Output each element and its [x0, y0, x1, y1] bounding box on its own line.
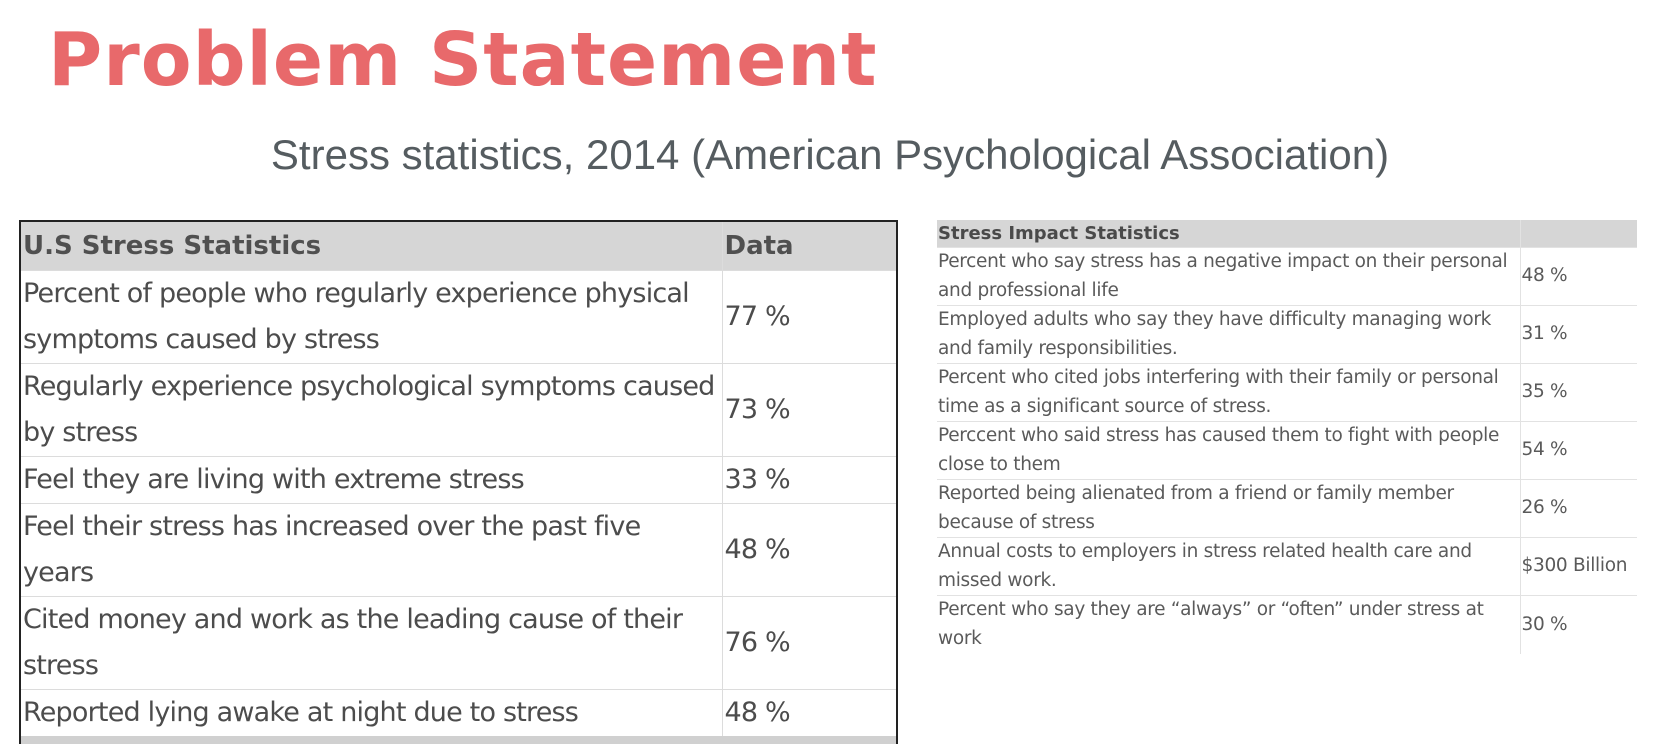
row-label: Percent who say they are “always” or “of…	[937, 595, 1520, 654]
table-row: Percent who cited jobs interfering with …	[937, 363, 1637, 422]
row-value: 48 %	[1519, 247, 1637, 306]
table-row: Perccent who said stress has caused them…	[937, 421, 1637, 480]
row-label: Percent who cited jobs interfering with …	[937, 363, 1520, 422]
row-label: Feel their stress has increased over the…	[20, 503, 722, 597]
row-value: 77 %	[721, 270, 897, 364]
row-value: 35 %	[1519, 363, 1637, 422]
table-row: Reported being alienated from a friend o…	[937, 479, 1637, 538]
row-value: 76 %	[721, 596, 897, 690]
row-value: 31 %	[1519, 305, 1637, 364]
table-row: Reported lying awake at night due to str…	[20, 689, 897, 736]
table-footer-bar	[20, 736, 897, 744]
table-row: Annual costs to employers in stress rela…	[937, 537, 1637, 596]
row-value: $300 Billion	[1519, 537, 1637, 596]
table-row: Percent who say they are “always” or “of…	[937, 595, 1637, 654]
row-value: 54 %	[1519, 421, 1637, 480]
row-label: Annual costs to employers in stress rela…	[937, 537, 1520, 596]
row-value: 30 %	[1519, 595, 1637, 654]
table-row: Cited money and work as the leading caus…	[20, 596, 897, 690]
us-stress-statistics-table: U.S Stress Statistics Data Percent of pe…	[19, 220, 898, 744]
column-header-statistic: Stress Impact Statistics	[937, 220, 1520, 248]
table-row: Feel they are living with extreme stress…	[20, 456, 897, 504]
row-label: Cited money and work as the leading caus…	[20, 596, 722, 690]
row-value: 73 %	[721, 363, 897, 457]
column-header-data: Data	[721, 221, 897, 271]
row-label: Employed adults who say they have diffic…	[937, 305, 1520, 364]
column-header-statistic: U.S Stress Statistics	[20, 221, 722, 271]
table-header-row: U.S Stress Statistics Data	[20, 221, 897, 271]
row-label: Regularly experience psychological sympt…	[20, 363, 722, 457]
table-row: Regularly experience psychological sympt…	[20, 363, 897, 457]
page-title: Problem Statement	[48, 17, 878, 103]
table-row: Employed adults who say they have diffic…	[937, 305, 1637, 364]
row-value: 33 %	[721, 456, 897, 504]
row-label: Reported lying awake at night due to str…	[20, 689, 722, 736]
table-row: Percent of people who regularly experien…	[20, 270, 897, 364]
row-label: Perccent who said stress has caused them…	[937, 421, 1520, 480]
table-header-row: Stress Impact Statistics	[937, 220, 1637, 248]
table-row: Percent who say stress has a negative im…	[937, 247, 1637, 306]
column-header-value	[1519, 220, 1637, 248]
stress-impact-statistics-table: Stress Impact Statistics Percent who say…	[937, 220, 1637, 654]
row-value: 26 %	[1519, 479, 1637, 538]
page-subtitle: Stress statistics, 2014 (American Psycho…	[270, 131, 1390, 178]
table-row: Feel their stress has increased over the…	[20, 503, 897, 597]
row-value: 48 %	[721, 689, 897, 736]
row-label: Percent of people who regularly experien…	[20, 270, 722, 364]
row-label: Feel they are living with extreme stress	[20, 456, 722, 504]
row-label: Percent who say stress has a negative im…	[937, 247, 1520, 306]
row-label: Reported being alienated from a friend o…	[937, 479, 1520, 538]
row-value: 48 %	[721, 503, 897, 597]
